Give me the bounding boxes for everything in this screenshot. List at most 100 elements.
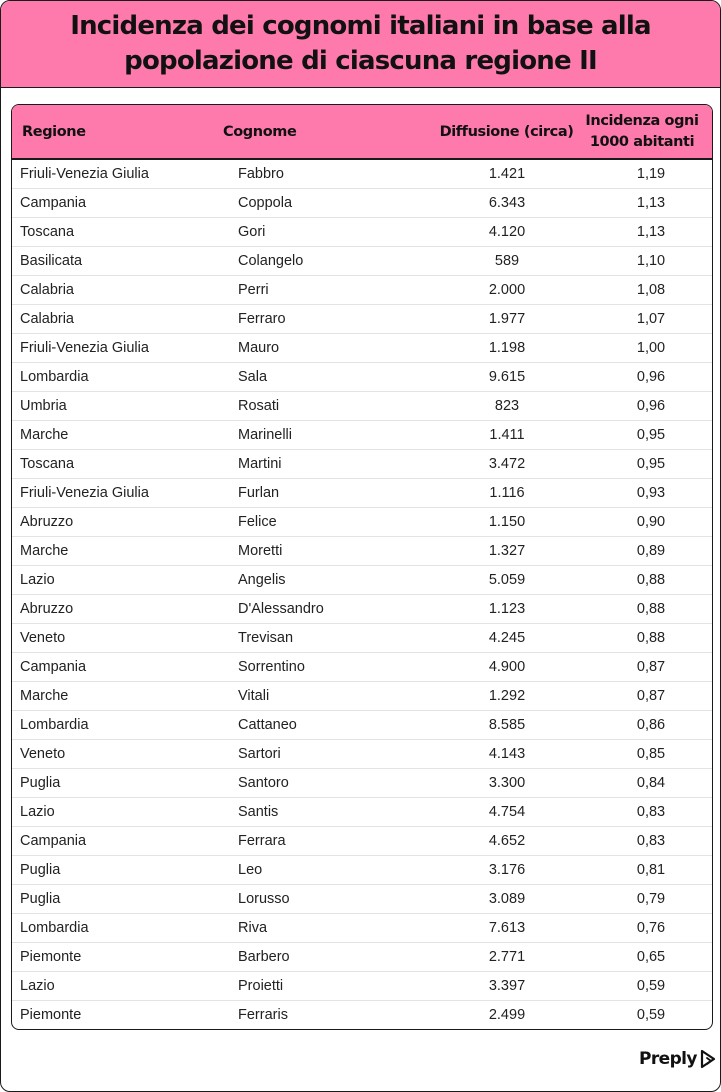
cell-diffusione: 1.411 xyxy=(489,427,525,443)
cell-cognome: Cattaneo xyxy=(238,717,297,733)
cell-regione: Friuli-Venezia Giulia xyxy=(20,485,149,501)
cell-cognome: Sala xyxy=(238,369,268,385)
table-body: Friuli-Venezia Giulia Fabbro 1.421 1,19 Camp… xyxy=(12,160,712,1029)
cell-diffusione: 1.977 xyxy=(488,311,526,327)
brand-name: Preply xyxy=(639,1049,697,1069)
cell-diffusione: 1.292 xyxy=(488,688,526,704)
cell-diffusione: 3.472 xyxy=(488,456,526,472)
cell-cognome: Santis xyxy=(238,804,279,820)
cell-diffusione: 9.615 xyxy=(488,369,526,385)
cell-diffusione: 2.771 xyxy=(488,949,526,965)
cell-regione: Marche xyxy=(20,543,69,559)
cell-incidenza: 0,87 xyxy=(636,659,666,675)
cell-regione: Umbria xyxy=(20,398,67,414)
cell-incidenza: 0,81 xyxy=(636,862,666,878)
cell-diffusione: 3.089 xyxy=(488,891,526,907)
cell-regione: Puglia xyxy=(20,891,61,907)
cell-cognome: Fabbro xyxy=(238,166,284,182)
table-row: Marche Vitali 1.292 0,87 xyxy=(12,682,712,711)
table-row: Lombardia Sala 9.615 0,96 xyxy=(12,363,712,392)
cell-diffusione: 1.123 xyxy=(488,601,526,617)
cell-incidenza: 1,13 xyxy=(636,224,666,240)
cell-cognome: Felice xyxy=(238,514,277,530)
cell-cognome: Proietti xyxy=(238,978,284,994)
cell-regione: Toscana xyxy=(20,456,75,472)
table-row: Friuli-Venezia Giulia Fabbro 1.421 1,19 xyxy=(12,160,712,189)
cell-cognome: Furlan xyxy=(238,485,280,501)
cell-diffusione: 1.150 xyxy=(488,514,526,530)
cell-incidenza: 0,79 xyxy=(636,891,666,907)
table-row: Campania Ferrara 4.652 0,83 xyxy=(12,827,712,856)
cell-incidenza: 0,76 xyxy=(636,920,666,936)
cell-diffusione: 6.343 xyxy=(488,195,526,211)
cell-incidenza: 0,95 xyxy=(636,427,666,443)
header-regione: Regione xyxy=(22,123,86,140)
table-row: Abruzzo D'Alessandro 1.123 0,88 xyxy=(12,595,712,624)
cell-incidenza: 1,07 xyxy=(636,311,666,327)
table-row: Piemonte Ferraris 2.499 0,59 xyxy=(12,1001,712,1029)
cell-cognome: Sorrentino xyxy=(238,659,305,675)
cell-incidenza: 0,96 xyxy=(636,369,666,385)
cell-regione: Lombardia xyxy=(20,920,89,936)
cell-regione: Lombardia xyxy=(20,369,89,385)
cell-incidenza: 0,95 xyxy=(636,456,666,472)
cell-diffusione: 4.652 xyxy=(488,833,526,849)
table-row: Puglia Santoro 3.300 0,84 xyxy=(12,769,712,798)
title-banner: Incidenza dei cognomi italiani in base a… xyxy=(1,1,720,88)
cell-diffusione: 7.613 xyxy=(488,920,526,936)
cell-cognome: Ferrara xyxy=(238,833,286,849)
cell-cognome: Marinelli xyxy=(238,427,292,443)
cell-incidenza: 0,89 xyxy=(636,543,666,559)
table-row: Campania Coppola 6.343 1,13 xyxy=(12,189,712,218)
cell-cognome: Mauro xyxy=(238,340,280,356)
cell-cognome: Rosati xyxy=(238,398,280,414)
cell-diffusione: 4.120 xyxy=(488,224,526,240)
cell-cognome: Ferraris xyxy=(238,1007,288,1023)
cell-incidenza: 0,84 xyxy=(636,775,666,791)
table-row: Puglia Leo 3.176 0,81 xyxy=(12,856,712,885)
cell-incidenza: 0,88 xyxy=(636,572,666,588)
cell-incidenza: 0,86 xyxy=(636,717,666,733)
cell-cognome: Ferraro xyxy=(238,311,286,327)
cell-diffusione: 5.059 xyxy=(488,572,526,588)
cell-diffusione: 2.000 xyxy=(488,282,526,298)
cell-cognome: Santoro xyxy=(238,775,289,791)
cell-incidenza: 1,08 xyxy=(636,282,666,298)
cell-diffusione: 589 xyxy=(494,253,520,269)
cell-cognome: Perri xyxy=(238,282,269,298)
cell-cognome: Martini xyxy=(238,456,282,472)
cell-incidenza: 0,88 xyxy=(636,630,666,646)
cell-incidenza: 1,19 xyxy=(636,166,666,182)
header-cognome: Cognome xyxy=(223,123,297,140)
cell-diffusione: 3.397 xyxy=(488,978,526,994)
cell-diffusione: 1.421 xyxy=(488,166,526,182)
cell-regione: Abruzzo xyxy=(20,601,74,617)
cell-incidenza: 0,59 xyxy=(636,978,666,994)
header-incidenza: Incidenza ogni 1000 abitanti xyxy=(585,112,699,150)
cell-regione: Piemonte xyxy=(20,949,82,965)
cell-regione: Calabria xyxy=(20,311,74,327)
cell-cognome: Leo xyxy=(238,862,263,878)
table-row: Veneto Trevisan 4.245 0,88 xyxy=(12,624,712,653)
cell-cognome: Colangelo xyxy=(238,253,304,269)
cell-regione: Lazio xyxy=(20,804,55,820)
table-row: Marche Moretti 1.327 0,89 xyxy=(12,537,712,566)
table-row: Friuli-Venezia Giulia Furlan 1.116 0,93 xyxy=(12,479,712,508)
cell-cognome: Sartori xyxy=(238,746,281,762)
table-header: Regione Cognome Diffusione (circa) Incid… xyxy=(12,105,712,160)
cell-cognome: Gori xyxy=(238,224,266,240)
cell-regione: Lazio xyxy=(20,978,55,994)
cell-incidenza: 0,83 xyxy=(636,833,666,849)
cell-regione: Calabria xyxy=(20,282,74,298)
cell-regione: Basilicata xyxy=(20,253,83,269)
cell-cognome: Riva xyxy=(238,920,268,936)
cell-regione: Toscana xyxy=(20,224,75,240)
cell-cognome: Vitali xyxy=(238,688,270,704)
cell-cognome: Angelis xyxy=(238,572,286,588)
table-row: Marche Marinelli 1.411 0,95 xyxy=(12,421,712,450)
cell-diffusione: 3.300 xyxy=(488,775,526,791)
table-row: Calabria Perri 2.000 1,08 xyxy=(12,276,712,305)
table-row: Friuli-Venezia Giulia Mauro 1.198 1,00 xyxy=(12,334,712,363)
surname-table: Regione Cognome Diffusione (circa) Incid… xyxy=(11,104,713,1030)
cell-cognome: Lorusso xyxy=(238,891,290,907)
